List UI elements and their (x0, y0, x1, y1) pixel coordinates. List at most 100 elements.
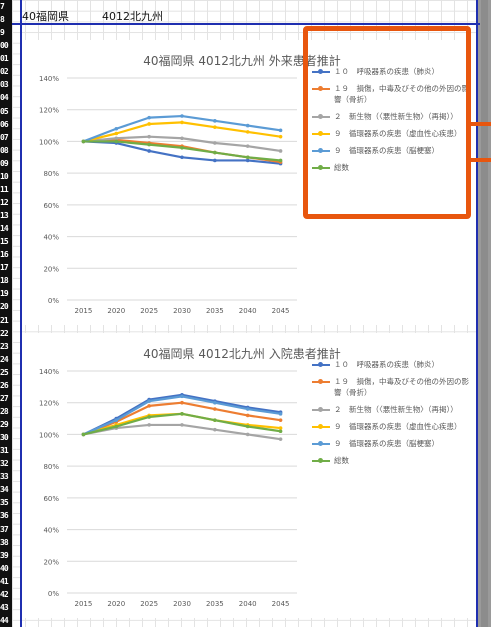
x-tick-label: 2030 (173, 600, 191, 608)
row-number[interactable]: 30 (0, 433, 9, 443)
legend-label: １９ 損傷，中毒及びその他の外因の影響（骨折） (334, 377, 469, 397)
row-number[interactable]: 26 (0, 380, 9, 390)
row-number[interactable]: 22 (0, 328, 9, 338)
legend-item: 総数 (312, 162, 472, 173)
data-point (213, 427, 217, 432)
row-number[interactable]: 13 (0, 211, 9, 220)
row-number[interactable]: 21 (0, 315, 9, 325)
row-number[interactable]: 04 (0, 93, 9, 103)
legend-item: ９ 循環器系の疾患（脳梗塞） (312, 438, 472, 449)
legend-marker (318, 86, 323, 91)
cell-prefecture[interactable]: 40福岡県 (22, 10, 69, 23)
legend-marker (318, 114, 323, 119)
y-tick-label: 60% (43, 495, 59, 503)
legend-swatch (312, 441, 330, 446)
row-number[interactable]: 34 (0, 485, 9, 495)
row-number[interactable]: 18 (0, 276, 9, 286)
inpatient-chart[interactable]: 40福岡県 4012北九州 入院患者推計 0% 20% 40% 60% 80% 100% 1… (22, 333, 477, 618)
row-number[interactable]: 7 (0, 2, 5, 11)
row-number[interactable]: 17 (0, 263, 9, 273)
row-number[interactable]: 31 (0, 446, 9, 456)
row-number[interactable]: 37 (0, 524, 9, 534)
row-number[interactable]: 16 (0, 250, 9, 260)
legend-label: ２ 新生物（〈悪性新生物〉（再掲）） (334, 112, 458, 121)
x-tick-label: 2035 (206, 600, 224, 608)
row-number[interactable]: 10 (0, 171, 9, 181)
x-tick-label: 2015 (75, 307, 93, 315)
legend-label: ２ 新生物（〈悪性新生物〉（再掲）） (334, 405, 458, 414)
row-number[interactable]: 03 (0, 80, 9, 90)
x-tick-label: 2040 (239, 307, 257, 315)
data-point (213, 150, 217, 155)
data-point (245, 144, 250, 148)
row-number[interactable]: 15 (0, 237, 9, 247)
data-point (278, 437, 283, 441)
data-point (213, 418, 217, 422)
row-number[interactable]: 12 (0, 197, 9, 207)
row-number[interactable]: 24 (0, 354, 9, 364)
legend-marker (318, 458, 323, 463)
scrollbar-thumb[interactable] (481, 0, 488, 627)
y-tick-label: 20% (43, 265, 59, 273)
legend-swatch (312, 458, 330, 463)
y-tick-label: 100% (39, 431, 59, 439)
y-tick-label: 40% (43, 234, 59, 242)
row-number[interactable]: 11 (0, 184, 9, 194)
row-number[interactable]: 8 (0, 15, 5, 25)
legend-item: １０ 呼吸器系の疾患（肺炎） (312, 66, 472, 77)
row-number[interactable]: 28 (0, 406, 9, 416)
row-number[interactable]: 14 (0, 224, 9, 234)
row-number[interactable]: 19 (0, 289, 9, 299)
data-point (245, 432, 250, 437)
x-tick-label: 2020 (107, 307, 125, 315)
row-number[interactable]: 25 (0, 367, 9, 377)
data-point (245, 158, 250, 163)
row-number[interactable]: 01 (0, 54, 9, 64)
outpatient-plot: 0% 20% 40% 60% 80% 100% 120% 140% 2015 2020 2025 20… (39, 75, 297, 315)
row-number[interactable]: 23 (0, 341, 9, 351)
row-number[interactable]: 9 (0, 28, 5, 38)
data-point (245, 155, 250, 160)
row-number[interactable]: 02 (0, 67, 9, 77)
row-number[interactable]: 08 (0, 145, 9, 155)
row-number[interactable]: 29 (0, 420, 9, 429)
row-number[interactable]: 38 (0, 537, 9, 547)
chart-legend: １０ 呼吸器系の疾患（肺炎） １９ 損傷，中毒及びその他の外因の影響（骨折） ２ 新… (312, 359, 472, 472)
row-number[interactable]: 20 (0, 302, 9, 312)
row-number[interactable]: 32 (0, 459, 9, 469)
row-number[interactable]: 43 (0, 602, 9, 612)
legend-marker (318, 69, 323, 74)
legend-marker (318, 165, 323, 170)
x-tick-label: 2040 (239, 600, 257, 608)
cell-region[interactable]: 4012北九州 (102, 10, 163, 23)
row-number[interactable]: 35 (0, 498, 9, 508)
legend-label: 総数 (334, 456, 349, 465)
data-point (245, 424, 250, 429)
row-number[interactable]: 05 (0, 106, 9, 116)
chart-legend: １０ 呼吸器系の疾患（肺炎） １９ 損傷，中毒及びその他の外因の影響（骨折） ２ 新… (312, 66, 472, 179)
legend-marker (318, 131, 323, 136)
row-number[interactable]: 36 (0, 511, 9, 521)
legend-marker (318, 407, 323, 412)
outpatient-chart[interactable]: 40福岡県 4012北九州 外来患者推計 0% 20% 40% 60% 80% 100% 1… (22, 40, 477, 325)
row-number[interactable]: 27 (0, 393, 9, 403)
legend-swatch (312, 148, 330, 153)
highlight-pointer-1 (468, 122, 491, 126)
row-number[interactable]: 06 (0, 119, 9, 129)
legend-swatch (312, 165, 330, 170)
row-number[interactable]: 33 (0, 472, 9, 482)
data-point (180, 114, 184, 118)
legend-item: ９ 循環器系の疾患（虚血性心疾患） (312, 128, 472, 139)
legend-label: 総数 (334, 163, 349, 172)
row-number[interactable]: 00 (0, 41, 9, 51)
row-number[interactable]: 09 (0, 158, 9, 168)
chart-title: 40福岡県 4012北九州 入院患者推計 (143, 347, 341, 361)
row-number[interactable]: 39 (0, 550, 9, 560)
legend-item: 総数 (312, 455, 472, 466)
row-number[interactable]: 42 (0, 589, 9, 599)
row-number[interactable]: 07 (0, 132, 9, 142)
vertical-scrollbar[interactable] (478, 0, 491, 627)
row-number[interactable]: 44 (0, 615, 9, 625)
row-number[interactable]: 40 (0, 563, 9, 573)
row-number[interactable]: 41 (0, 576, 9, 586)
